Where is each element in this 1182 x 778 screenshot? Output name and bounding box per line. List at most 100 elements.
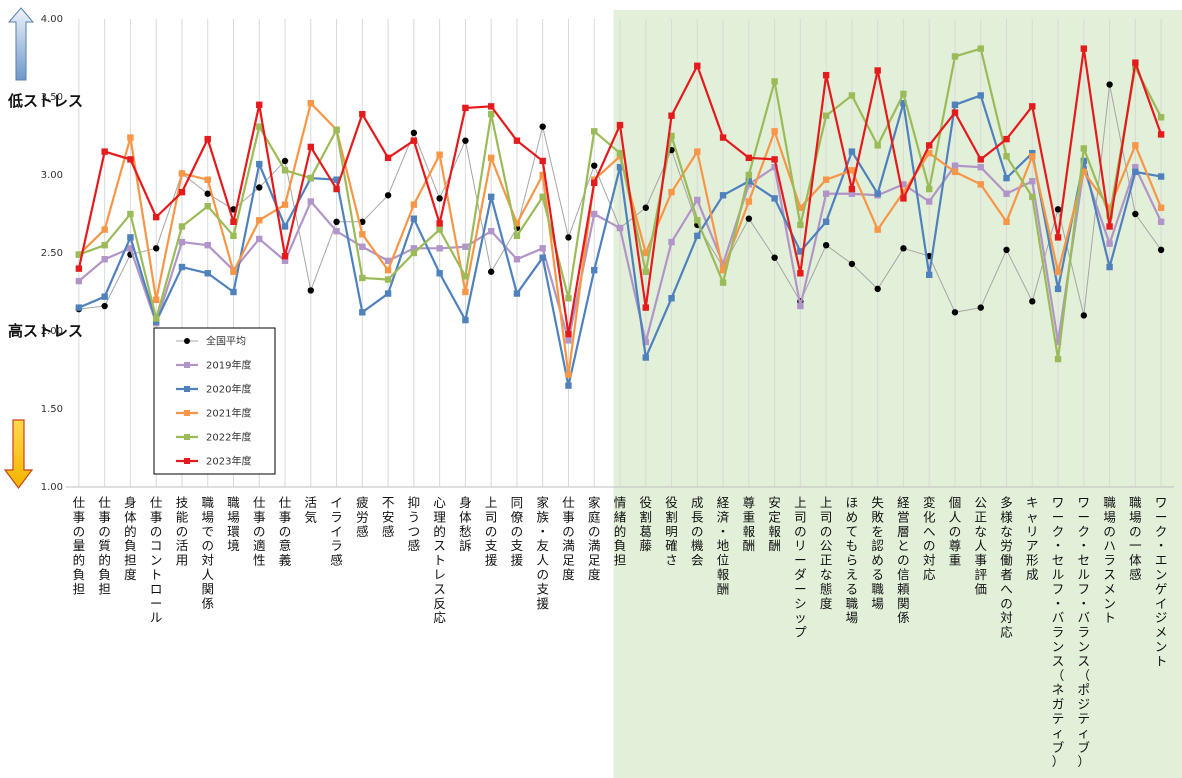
- data-point: [384, 154, 392, 162]
- data-point: [951, 53, 959, 60]
- data-point: [642, 204, 649, 211]
- data-point: [436, 270, 443, 277]
- data-point: [152, 213, 160, 221]
- data-point: [565, 295, 572, 302]
- data-point: [642, 249, 649, 257]
- data-point: [1003, 135, 1010, 143]
- data-point: [1003, 246, 1010, 254]
- data-point: [1106, 212, 1113, 219]
- data-point: [384, 192, 392, 199]
- data-point: [642, 268, 649, 275]
- category-label: 心理的ストレス反応: [433, 495, 446, 625]
- data-point: [281, 257, 289, 264]
- data-point: [101, 226, 108, 233]
- gridlines: [78, 19, 1162, 487]
- data-point: [487, 110, 495, 118]
- data-point: [874, 190, 881, 197]
- data-point: [642, 354, 649, 361]
- data-point: [204, 270, 211, 277]
- data-point: [487, 154, 495, 162]
- category-label: 個人の尊重: [949, 495, 962, 568]
- data-point: [539, 254, 546, 261]
- data-point: [539, 193, 546, 201]
- data-point: [565, 337, 572, 344]
- category-label: 公正な人事評価: [974, 495, 987, 596]
- data-point: [152, 245, 160, 252]
- data-point: [616, 121, 624, 129]
- data-point: [1029, 153, 1036, 160]
- data-point: [462, 288, 469, 296]
- data-point: [75, 304, 83, 311]
- data-point: [307, 100, 314, 107]
- up-arrow-icon: [7, 7, 35, 81]
- data-point: [410, 137, 418, 144]
- data-point: [256, 184, 263, 191]
- data-point: [436, 220, 443, 227]
- data-point: [694, 148, 701, 155]
- data-point: [513, 220, 521, 227]
- data-point: [745, 198, 753, 205]
- data-point: [178, 188, 186, 196]
- data-point: [874, 67, 881, 74]
- data-point: [101, 148, 108, 155]
- legend-marker: [184, 434, 190, 440]
- high-stress-label: 高ストレス: [8, 322, 83, 340]
- data-point: [977, 304, 984, 311]
- data-point: [797, 302, 804, 310]
- data-point: [745, 178, 753, 185]
- data-point: [487, 227, 495, 235]
- data-point: [101, 302, 108, 310]
- data-point: [668, 188, 675, 196]
- data-point: [127, 134, 134, 141]
- data-point: [565, 330, 572, 338]
- data-point: [1157, 218, 1165, 225]
- data-point: [1106, 240, 1113, 247]
- data-point: [307, 143, 314, 151]
- category-label: 上司の支援: [485, 495, 498, 568]
- data-point: [1080, 145, 1088, 152]
- data-point: [1003, 218, 1010, 225]
- category-label: 尊重報酬: [743, 495, 756, 553]
- data-point: [410, 249, 418, 257]
- data-point: [926, 149, 933, 157]
- data-point: [333, 126, 340, 133]
- legend-marker: [184, 410, 190, 416]
- data-point: [1029, 103, 1036, 110]
- category-label: 多様な労働者への対応: [1000, 495, 1013, 640]
- data-point: [281, 252, 289, 260]
- data-point: [513, 137, 521, 144]
- data-point: [436, 151, 443, 158]
- data-point: [977, 181, 984, 188]
- data-point: [616, 164, 624, 171]
- data-point: [694, 217, 701, 224]
- data-point: [1003, 190, 1010, 197]
- data-point: [822, 242, 830, 249]
- category-label: 職場のハラスメント: [1103, 495, 1116, 625]
- data-point: [256, 217, 263, 224]
- data-point: [75, 251, 83, 258]
- data-point: [951, 101, 959, 108]
- data-point: [281, 223, 289, 230]
- data-point: [1003, 174, 1010, 182]
- y-tick-label: 4.00: [41, 14, 63, 25]
- data-point: [1132, 164, 1139, 171]
- data-point: [951, 168, 959, 176]
- data-point: [462, 316, 469, 324]
- data-point: [127, 234, 134, 241]
- data-point: [204, 190, 211, 197]
- data-point: [848, 148, 856, 155]
- data-point: [359, 243, 366, 250]
- data-point: [384, 266, 392, 274]
- data-point: [101, 256, 108, 263]
- data-point: [1029, 193, 1036, 201]
- category-label: 仕事の質的負担: [98, 495, 111, 596]
- data-point: [281, 157, 289, 165]
- data-point: [951, 109, 959, 116]
- data-point: [178, 238, 186, 246]
- data-point: [1054, 285, 1062, 293]
- data-point: [591, 266, 598, 274]
- data-point: [822, 71, 830, 79]
- data-point: [1054, 355, 1062, 363]
- data-point: [1157, 173, 1165, 180]
- data-point: [1029, 298, 1036, 305]
